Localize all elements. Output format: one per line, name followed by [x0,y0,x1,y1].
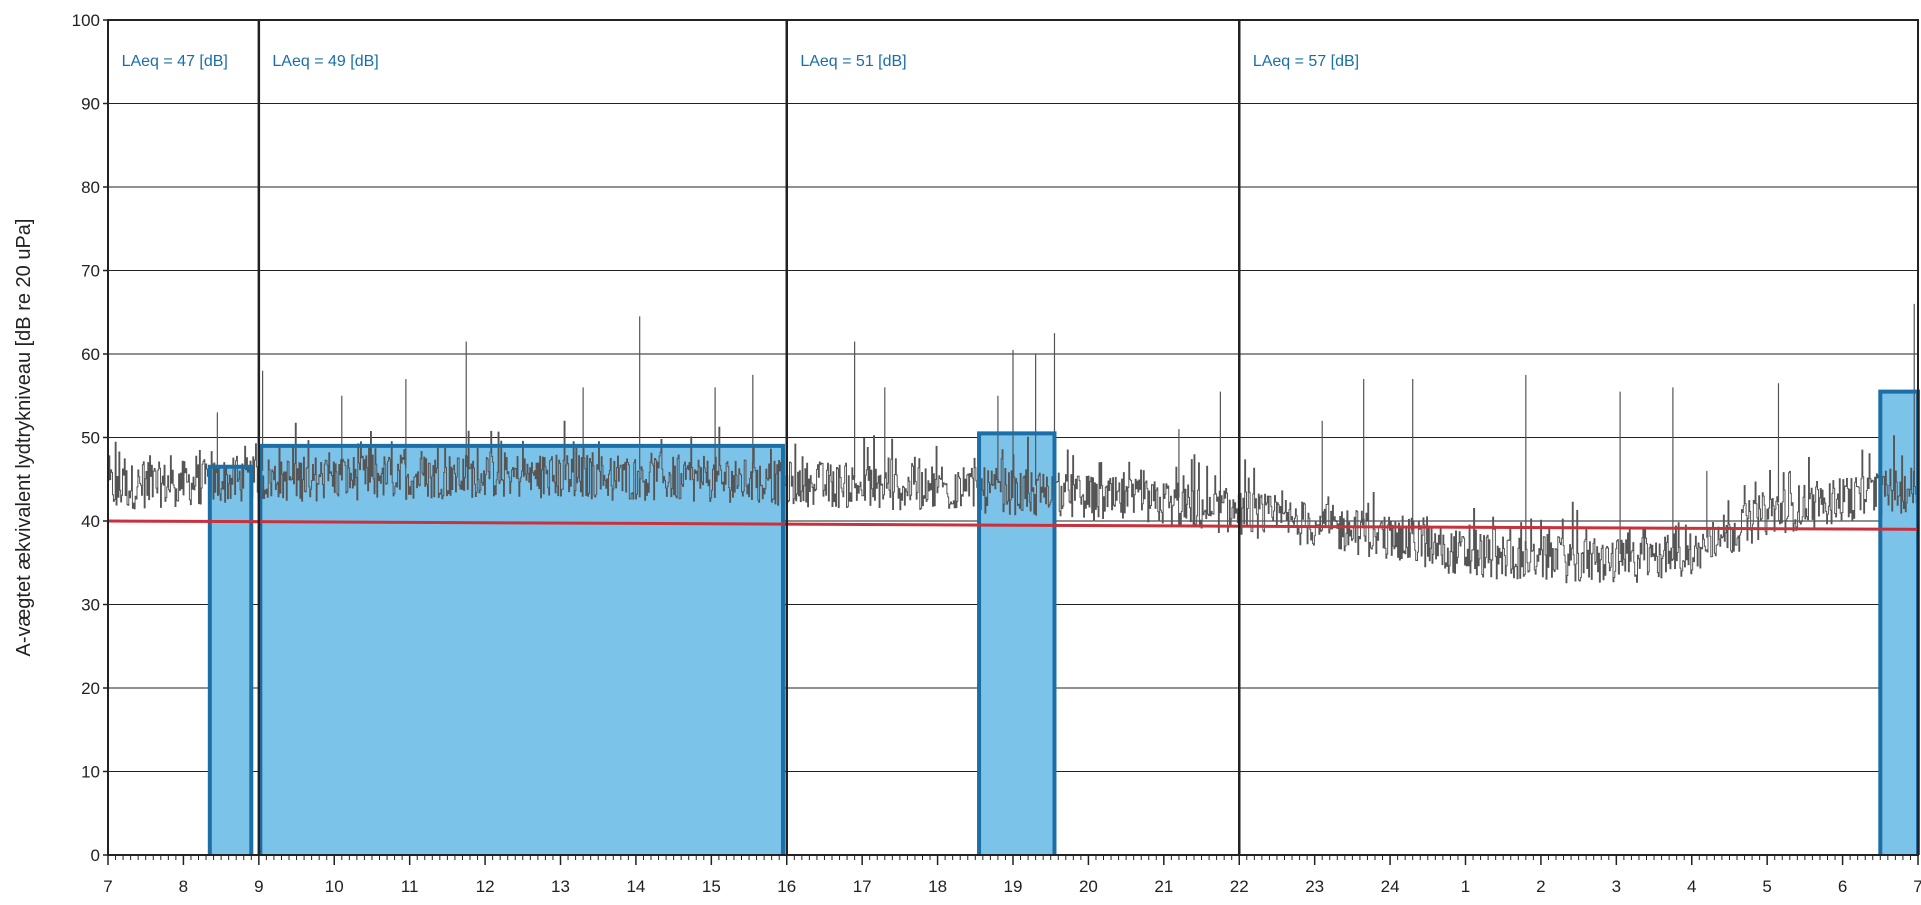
x-tick-label-14: 21 [1154,877,1173,896]
x-tick-label-23: 6 [1838,877,1847,896]
y-tick-label-0: 0 [91,846,100,865]
laeq-label-3: LAeq = 57 [dB] [1253,53,1359,70]
x-tick-label-4: 11 [401,877,419,896]
reference-line-layer [107,519,1919,531]
x-tick-label-11: 18 [928,877,947,896]
highlight-block-outline-0 [207,464,254,855]
x-tick-label-2: 9 [254,877,263,896]
x-tick-label-19: 2 [1536,877,1545,896]
x-tick-label-8: 15 [702,877,721,896]
laeq-label-2: LAeq = 51 [dB] [800,53,906,70]
y-tick-label-100: 100 [72,11,100,30]
x-tick-label-0: 7 [103,877,112,896]
x-tick-label-6: 13 [551,877,570,896]
x-tick-label-21: 4 [1687,877,1696,896]
x-tick-label-18: 1 [1461,877,1470,896]
highlight-block-outline-2 [977,431,1057,855]
period-dividers-layer [257,20,1241,855]
laeq-label-1: LAeq = 49 [dB] [272,53,378,70]
x-tick-label-16: 23 [1305,877,1324,896]
x-tick-label-24: 7 [1913,877,1921,896]
laeq-label-0: LAeq = 47 [dB] [122,53,228,70]
x-tick-label-17: 24 [1381,877,1400,896]
y-tick-label-20: 20 [81,679,100,698]
highlight-blocks-layer [209,391,1918,855]
highlight-block-fill-1 [260,445,783,855]
y-axis-title: A-vægtet ækvivalent lydtrykniveau [dB re… [13,219,35,657]
x-tick-label-12: 19 [1004,877,1023,896]
highlight-block-fill-0 [209,466,252,855]
x-tick-label-5: 12 [476,877,495,896]
y-tick-label-40: 40 [81,512,100,531]
y-tick-label-50: 50 [81,429,100,448]
x-tick-label-15: 22 [1230,877,1249,896]
trace-layer [108,303,1920,855]
highlight-block-fill-2 [979,433,1055,855]
reference-line [107,519,1919,531]
x-tick-label-20: 3 [1612,877,1621,896]
highlight-block-outline-1 [258,443,785,855]
x-tick-label-10: 17 [853,877,872,896]
x-tick-label-22: 5 [1762,877,1771,896]
y-tick-label-80: 80 [81,178,100,197]
highlight-block-fill-3 [1880,391,1918,855]
x-tick-label-3: 10 [325,877,344,896]
y-tick-label-60: 60 [81,345,100,364]
x-tick-label-1: 8 [179,877,188,896]
y-tick-label-30: 30 [81,596,100,615]
x-tick-label-7: 14 [626,877,645,896]
y-tick-label-10: 10 [81,763,100,782]
y-tick-label-90: 90 [81,95,100,114]
x-tick-label-13: 20 [1079,877,1098,896]
x-tick-label-9: 16 [777,877,796,896]
labels-layer: LAeq = 47 [dB] LAeq = 49 [dB] LAeq = 51 [d… [122,53,1360,70]
y-tick-label-70: 70 [81,262,100,281]
